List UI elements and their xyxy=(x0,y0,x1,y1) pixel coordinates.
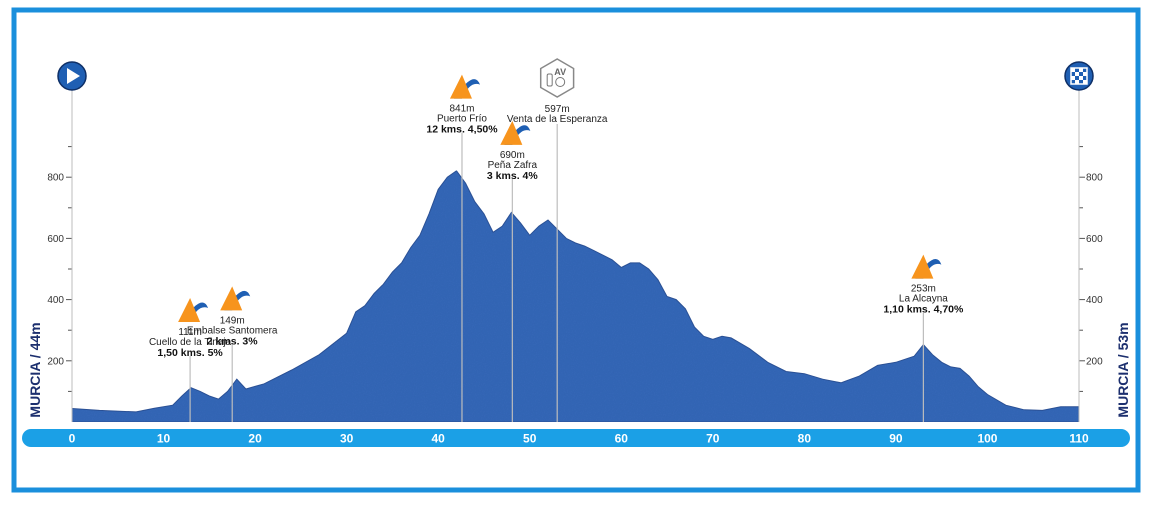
left-axis: 200 400 600 800 xyxy=(47,146,72,392)
checker-square xyxy=(1079,76,1083,80)
x-tick-label: 70 xyxy=(706,432,720,446)
mountain-climb-icon xyxy=(500,120,531,145)
checker-square xyxy=(1075,76,1079,80)
finish-marker xyxy=(1064,61,1094,422)
right-axis: 200 400 600 800 xyxy=(1079,146,1103,392)
x-tick-label: 30 xyxy=(340,432,354,446)
right-y-tick-label: 600 xyxy=(1086,234,1103,245)
checker-square xyxy=(1083,68,1087,72)
left-y-tick-label: 200 xyxy=(47,356,64,367)
checker-square xyxy=(1071,68,1075,72)
x-tick-label: 60 xyxy=(615,432,629,446)
x-axis-track xyxy=(22,429,1130,447)
climb-altitude-label: 253m xyxy=(911,284,936,295)
x-tick-label: 50 xyxy=(523,432,537,446)
x-tick-label: 0 xyxy=(69,432,76,446)
checker-square xyxy=(1079,72,1083,76)
start-marker xyxy=(57,61,87,422)
checker-square xyxy=(1083,72,1087,76)
climb-name-label: Cuello de la Tinaja xyxy=(149,337,232,348)
x-axis-bar: 0 10 20 30 40 50 60 70 80 90 100 110 xyxy=(22,429,1130,447)
checker-square xyxy=(1075,68,1079,72)
left-y-tick-label: 400 xyxy=(47,295,64,306)
climb-name-label: La Alcayna xyxy=(899,294,948,305)
right-side-label: MURCIA / 53m xyxy=(1115,322,1131,417)
climb-detail-label: 1,10 kms. 4,70% xyxy=(883,304,964,316)
checker-square xyxy=(1071,76,1075,80)
x-tick-label: 90 xyxy=(889,432,903,446)
right-y-tick-label: 800 xyxy=(1086,173,1103,184)
checker-square xyxy=(1083,76,1087,80)
climb-name-label: Embalse Santomera xyxy=(187,325,278,336)
climb-altitude-label: 841m xyxy=(449,104,474,115)
mountain-climb-icon xyxy=(449,74,480,99)
climb-name-label: Peña Zafra xyxy=(488,160,538,171)
x-tick-label: 100 xyxy=(977,432,997,446)
climb-detail-label: 12 kms. 4,50% xyxy=(426,124,498,136)
apple-icon xyxy=(555,77,566,87)
climb-altitude-label: 111m xyxy=(178,327,202,338)
checker-square xyxy=(1079,68,1083,72)
mountain-climb-icon xyxy=(178,298,209,323)
x-tick-label: 110 xyxy=(1069,432,1089,446)
climb-detail-label: 1,50 kms. 5% xyxy=(157,347,223,359)
right-y-tick-label: 200 xyxy=(1086,356,1103,367)
feed-zone-hexagon-icon xyxy=(539,58,575,98)
x-tick-label: 10 xyxy=(157,432,171,446)
x-tick-label: 20 xyxy=(248,432,262,446)
bottle-icon xyxy=(546,73,553,87)
checker-square xyxy=(1083,80,1087,84)
checker-square xyxy=(1071,80,1075,84)
feed-zone-badge: AV xyxy=(554,67,566,77)
right-y-tick-label: 400 xyxy=(1086,295,1103,306)
climb-altitude-label: 690m xyxy=(500,150,525,161)
feed-zone-name-label: Venta de la Esperanza xyxy=(507,114,608,125)
feed-zone-altitude-label: 597m xyxy=(545,104,570,115)
checker-square xyxy=(1071,72,1075,76)
left-side-label: MURCIA / 44m xyxy=(27,322,43,417)
mountain-climb-icon xyxy=(911,254,942,279)
left-y-tick-label: 800 xyxy=(47,173,64,184)
checker-square xyxy=(1079,80,1083,84)
climb-altitude-label: 149m xyxy=(220,315,245,326)
checker-square xyxy=(1075,80,1079,84)
climb-detail-label: 2 kms. 3% xyxy=(207,335,258,347)
climb-detail-label: 3 kms. 4% xyxy=(487,170,538,182)
x-tick-label: 80 xyxy=(798,432,812,446)
climb-name-label: Puerto Frío xyxy=(437,114,487,125)
checker-square xyxy=(1075,72,1079,76)
x-tick-label: 40 xyxy=(432,432,446,446)
x-axis-ticks: 0 10 20 30 40 50 60 70 80 90 100 110 xyxy=(69,432,1089,446)
checkered-pattern xyxy=(1070,67,1088,85)
left-y-tick-label: 600 xyxy=(47,234,64,245)
play-icon-triangle xyxy=(67,68,80,84)
mountain-climb-icon xyxy=(220,286,251,311)
outer-border xyxy=(11,7,1141,493)
